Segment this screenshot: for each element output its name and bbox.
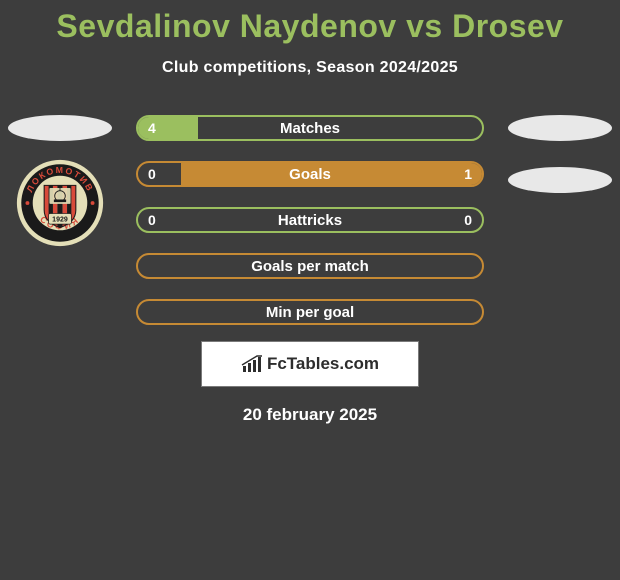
stat-row-matches: 4 Matches (136, 115, 484, 141)
stat-row-goals-per-match: Goals per match (136, 253, 484, 279)
stat-label: Goals (289, 166, 331, 183)
player-left-placeholder-1 (8, 115, 112, 141)
svg-text:1929: 1929 (52, 216, 68, 223)
subtitle: Club competitions, Season 2024/2025 (0, 59, 620, 77)
stat-fill-right (181, 161, 484, 187)
stat-value-right: 1 (464, 166, 472, 182)
club-badge: ЛОКОМОТИВ СОФИЯ 1929 (16, 159, 104, 247)
player-right-placeholder-2 (508, 167, 612, 193)
stat-label: Matches (280, 120, 340, 137)
chart-icon (241, 355, 263, 373)
footer-brand-text: FcTables.com (267, 354, 379, 374)
stat-value-left: 0 (148, 212, 156, 228)
stat-row-min-per-goal: Min per goal (136, 299, 484, 325)
footer-date: 20 february 2025 (0, 405, 620, 425)
page-title: Sevdalinov Naydenov vs Drosev (0, 0, 620, 45)
stat-row-goals: 0 1 Goals (136, 161, 484, 187)
player-right-placeholder-1 (508, 115, 612, 141)
stat-value-left: 0 (148, 166, 156, 182)
footer-brand[interactable]: FcTables.com (201, 341, 419, 387)
stat-label: Goals per match (251, 258, 369, 275)
stat-value-right: 0 (464, 212, 472, 228)
stat-label: Min per goal (266, 304, 354, 321)
stat-label: Hattricks (278, 212, 342, 229)
stat-row-hattricks: 0 0 Hattricks (136, 207, 484, 233)
stats-area: ЛОКОМОТИВ СОФИЯ 1929 (0, 115, 620, 325)
stat-fill-left (136, 115, 198, 141)
stat-value-left: 4 (148, 120, 156, 136)
stat-rows: 4 Matches 0 1 Goals 0 0 Hattricks Goals per matc… (136, 115, 484, 325)
